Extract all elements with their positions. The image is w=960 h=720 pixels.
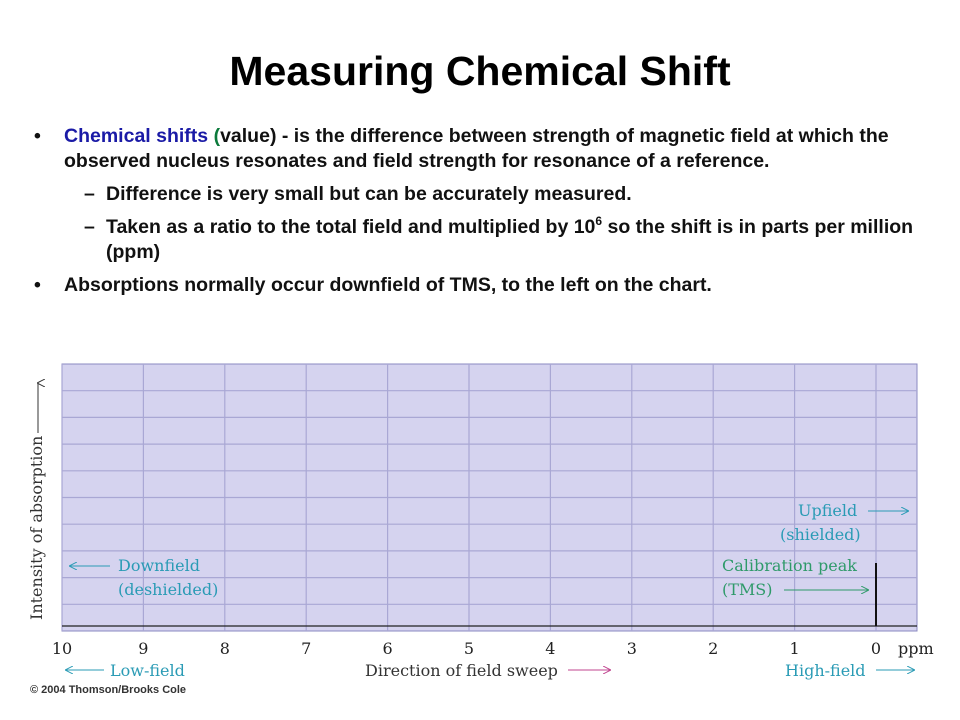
bullet-list: • Chemical shifts (value) - is the diffe…: [30, 124, 935, 306]
x-tick-label: 0: [871, 639, 881, 658]
y-axis-label: Intensity of absorption: [27, 436, 46, 620]
sub2-exponent: 6: [595, 214, 603, 228]
calibration-label: Calibration peak: [722, 556, 857, 575]
bullet-chemical-shifts: • Chemical shifts (value) - is the diffe…: [30, 124, 935, 174]
sub2-after: so the shift is in parts per million (pp…: [106, 216, 914, 263]
x-tick-label: 1: [790, 639, 800, 658]
x-tick-label: 7: [301, 639, 311, 658]
x-tick-label: 3: [627, 639, 637, 658]
sub-bullet-difference: – Difference is very small but can be ac…: [30, 182, 935, 207]
slide-title: Measuring Chemical Shift: [229, 48, 731, 94]
term-value: value: [220, 125, 270, 147]
x-tick-label: 8: [220, 639, 230, 658]
x-tick-label: 2: [708, 639, 718, 658]
shielded-label: (shielded): [780, 525, 861, 544]
x-tick-label: 6: [383, 639, 393, 658]
dash-marker: –: [84, 216, 95, 238]
highfield-label: High-field: [785, 661, 866, 680]
x-tick-label: 5: [464, 639, 474, 658]
term-chemical-shifts: Chemical shifts: [64, 125, 209, 147]
x-tick-labels: 10 9 8 7 6 5 4 3 2 1 0: [52, 639, 881, 658]
dash-marker: –: [84, 183, 95, 205]
bullet2-text: Absorptions normally occur downfield of …: [64, 274, 712, 296]
sub2-before: Taken as a ratio to the total field and …: [106, 216, 596, 238]
sub-bullet-ratio: – Taken as a ratio to the total field an…: [30, 215, 935, 265]
x-tick-label: 9: [138, 639, 148, 658]
field-sweep-label: Direction of field sweep: [365, 661, 558, 680]
tms-label: (TMS): [722, 580, 773, 599]
lowfield-label: Low-field: [110, 661, 185, 680]
bullet-dot: •: [34, 274, 41, 296]
bullet1-rest: ) - is the difference between strength o…: [64, 125, 889, 172]
bullet-absorptions: • Absorptions normally occur downfield o…: [30, 273, 935, 298]
x-tick-label: 4: [545, 639, 555, 658]
downfield-label: Downfield: [118, 556, 200, 575]
bullet-dot: •: [34, 125, 41, 147]
x-tick-label: 10: [52, 639, 72, 658]
x-unit-label: ppm: [898, 639, 934, 658]
nmr-chart-diagram: Intensity of absorption 10 9 8 7 6 5 4 3 2 1 0 ppm…: [27, 363, 934, 680]
paren-open: (: [213, 125, 221, 147]
sub1-text: Difference is very small but can be accu…: [106, 183, 632, 205]
upfield-label: Upfield: [798, 501, 857, 520]
chart-grid: [61, 364, 917, 631]
deshielded-label: (deshielded): [118, 580, 218, 599]
copyright-credit: © 2004 Thomson/Brooks Cole: [30, 684, 187, 696]
